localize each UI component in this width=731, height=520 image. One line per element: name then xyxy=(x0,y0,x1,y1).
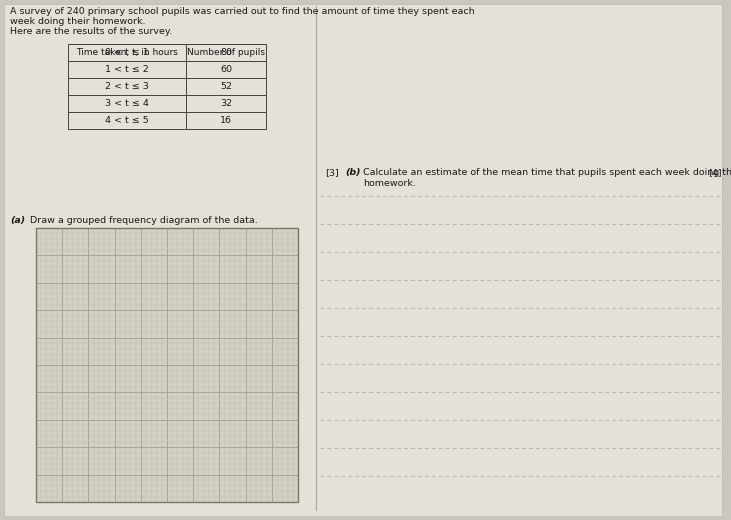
Text: 2 < t ≤ 3: 2 < t ≤ 3 xyxy=(105,82,149,91)
Text: Here are the results of the survey.: Here are the results of the survey. xyxy=(10,27,172,36)
Text: (b): (b) xyxy=(345,168,360,177)
Text: (a): (a) xyxy=(10,216,25,225)
Bar xyxy=(68,112,186,129)
Text: homework.: homework. xyxy=(363,179,416,188)
Bar xyxy=(68,61,186,78)
Bar xyxy=(186,44,266,61)
Text: 80: 80 xyxy=(220,48,232,57)
Text: 52: 52 xyxy=(220,82,232,91)
Bar xyxy=(186,78,266,95)
Bar xyxy=(68,44,186,61)
Text: [3]: [3] xyxy=(325,168,338,177)
Text: 0 < t ≤ 1: 0 < t ≤ 1 xyxy=(105,48,149,57)
Text: 32: 32 xyxy=(220,99,232,108)
Text: 16: 16 xyxy=(220,116,232,125)
Text: Calculate an estimate of the mean time that pupils spent each week doing their: Calculate an estimate of the mean time t… xyxy=(363,168,731,177)
Text: 3 < t ≤ 4: 3 < t ≤ 4 xyxy=(105,99,149,108)
Text: week doing their homework.: week doing their homework. xyxy=(10,17,145,26)
Bar xyxy=(186,95,266,112)
Text: 60: 60 xyxy=(220,65,232,74)
Bar xyxy=(68,95,186,112)
Bar xyxy=(36,228,298,502)
Bar xyxy=(36,228,298,502)
Bar xyxy=(68,78,186,95)
Bar xyxy=(186,112,266,129)
Text: Number of pupils: Number of pupils xyxy=(187,48,265,57)
Bar xyxy=(68,44,186,61)
Text: 4 < t ≤ 5: 4 < t ≤ 5 xyxy=(105,116,149,125)
Text: Time taken, t, in hours: Time taken, t, in hours xyxy=(76,48,178,57)
Bar xyxy=(186,61,266,78)
Text: A survey of 240 primary school pupils was carried out to find the amount of time: A survey of 240 primary school pupils wa… xyxy=(10,7,474,16)
Bar xyxy=(186,44,266,61)
Text: Draw a grouped frequency diagram of the data.: Draw a grouped frequency diagram of the … xyxy=(30,216,258,225)
Text: [4]: [4] xyxy=(708,168,722,177)
Text: 1 < t ≤ 2: 1 < t ≤ 2 xyxy=(105,65,149,74)
